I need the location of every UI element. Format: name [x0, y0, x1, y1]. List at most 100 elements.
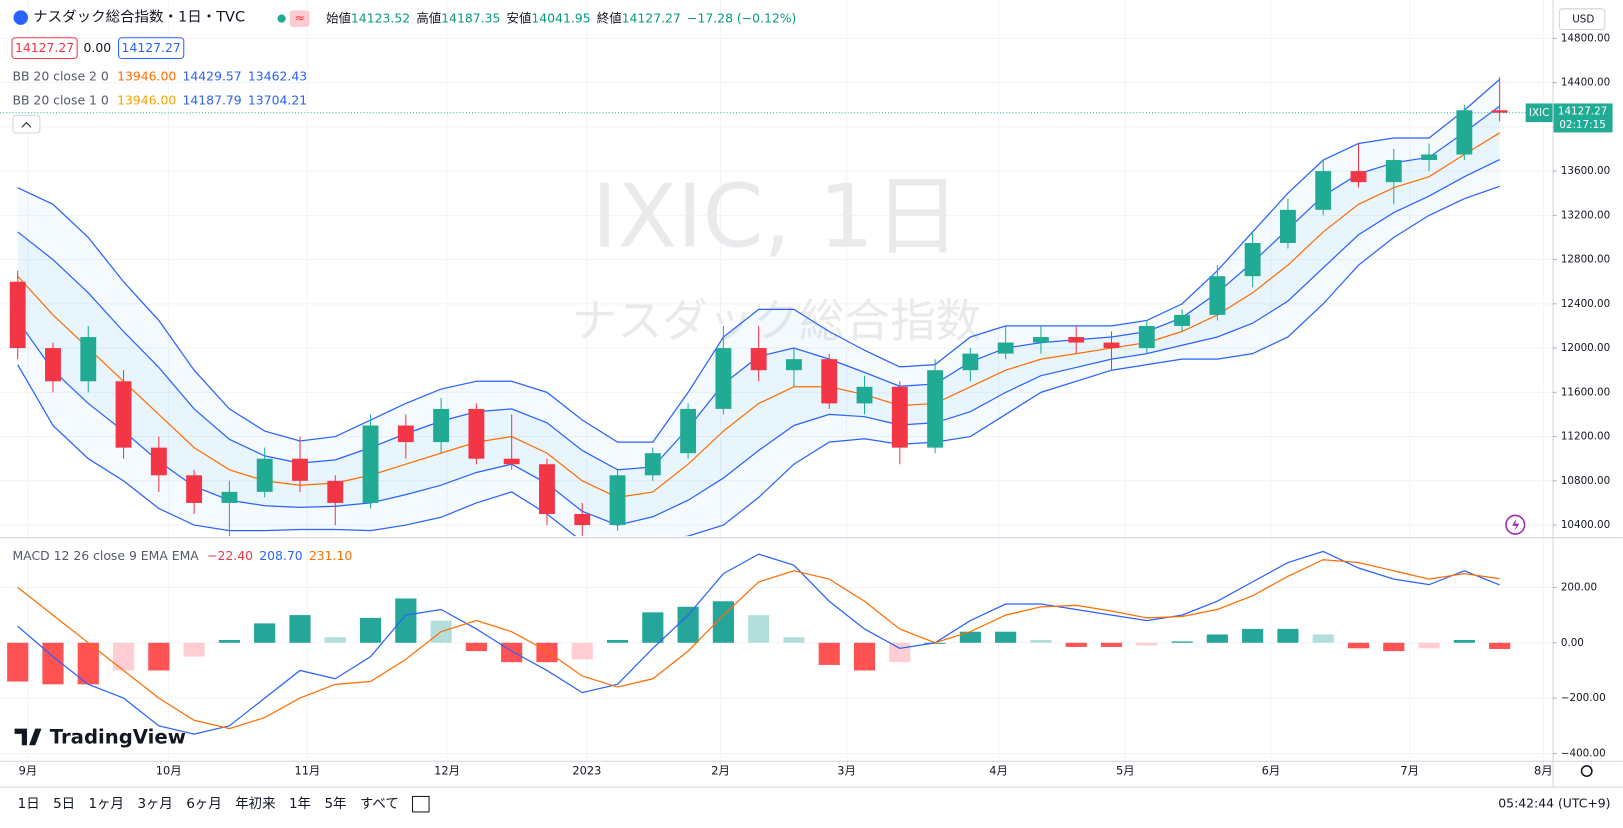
range-button[interactable]: 5日: [53, 797, 75, 812]
histogram-bar: [712, 601, 734, 643]
candle-body: [574, 514, 591, 526]
clock: 05:42:44 (UTC+9): [1498, 796, 1610, 811]
price-label-text: 14127.27: [1558, 106, 1607, 118]
histogram-bar: [536, 642, 558, 663]
bb-value: 13704.21: [248, 92, 307, 107]
histogram-bar: [395, 598, 417, 643]
symbol-tag: [1525, 103, 1553, 123]
candle-body: [1244, 242, 1261, 277]
badge[interactable]: ≈: [294, 10, 304, 25]
buy-box[interactable]: [118, 37, 185, 59]
histogram-bar: [1277, 628, 1299, 643]
histogram-bar: [148, 642, 170, 671]
bb-value: 13462.43: [248, 68, 307, 83]
macd-value: −22.40: [207, 547, 253, 562]
currency[interactable]: USD: [1572, 14, 1594, 26]
bb-name: BB 20 close 2 0: [12, 68, 108, 83]
x-tick-label: 11月: [294, 764, 320, 778]
candle-body: [1456, 110, 1473, 155]
countdown: 02:17:15: [1559, 119, 1605, 131]
histogram-bar: [1030, 640, 1052, 643]
histogram-bar: [783, 637, 805, 643]
ohlc-label: 終値: [597, 10, 622, 25]
settings-icon[interactable]: [1580, 765, 1593, 778]
x-tick-label: 8月: [1534, 764, 1553, 778]
histogram-bar: [995, 631, 1017, 643]
currency-box[interactable]: [1558, 8, 1606, 31]
candle-body: [891, 386, 908, 448]
badge-bg: [289, 10, 310, 27]
histogram-bar: [218, 640, 240, 643]
sell-box[interactable]: [11, 37, 78, 59]
candle-body: [433, 408, 450, 443]
candle-body: [1174, 314, 1191, 326]
histogram-bar: [748, 615, 770, 643]
candle-body: [786, 359, 802, 371]
histogram-bar: [324, 637, 346, 643]
y-tick-label: 13600.00: [1561, 165, 1610, 177]
y-tick-label: −400.00: [1561, 748, 1606, 760]
histogram-bar: [889, 642, 911, 663]
histogram-bar: [112, 642, 135, 671]
candle-body: [1385, 160, 1402, 183]
candle-body: [150, 447, 167, 476]
candle-body: [292, 458, 308, 481]
candle-body: [821, 359, 838, 404]
x-tick-label: 2023: [572, 764, 601, 778]
candle-body: [1279, 209, 1296, 243]
range-button[interactable]: すべて: [360, 796, 399, 812]
range-button[interactable]: 5年: [324, 796, 346, 812]
y-tick-label: 12800.00: [1561, 254, 1610, 266]
candle-body: [362, 425, 379, 503]
range-button[interactable]: 3ヶ月: [137, 797, 172, 812]
histogram-bar: [7, 642, 29, 682]
symbol-icon: [13, 10, 29, 25]
histogram-bar: [1453, 640, 1475, 643]
band-lower: [17, 159, 1500, 526]
candle-body: [962, 353, 979, 371]
event-bolt[interactable]: [1512, 518, 1520, 531]
bb-legend: BB 20 close 2 0 13946.00 14429.57 13462.43: [12, 68, 307, 83]
y-tick-label: 13200.00: [1561, 209, 1610, 221]
histogram-bar: [1383, 642, 1405, 652]
ohlc-value: 14123.52: [351, 10, 410, 25]
candle-body: [1350, 171, 1367, 183]
logo-mark: [14, 728, 42, 746]
histogram-bar: [571, 642, 593, 660]
macd-value: 231.10: [309, 547, 353, 562]
collapse-button[interactable]: [12, 114, 41, 134]
y-tick-label: 14800.00: [1561, 32, 1610, 44]
range-button[interactable]: 6ヶ月: [186, 797, 221, 812]
logo[interactable]: TradingView: [50, 725, 186, 748]
candle-body: [221, 491, 238, 503]
candle-body: [856, 386, 873, 404]
y-tick-label: 0.00: [1561, 637, 1584, 649]
x-tick-label: 3月: [837, 764, 856, 778]
collapse-icon[interactable]: [21, 121, 32, 128]
histogram-bar: [254, 623, 276, 643]
histogram-bar: [959, 631, 981, 643]
histogram-bar: [1206, 634, 1228, 643]
candle-body: [1209, 276, 1226, 315]
range-button[interactable]: 1日: [18, 797, 40, 812]
candle-body: [45, 348, 61, 382]
candle-body: [1033, 337, 1049, 343]
range-button[interactable]: 1年: [289, 796, 311, 812]
histogram-bar: [677, 606, 699, 643]
histogram-bar: [289, 615, 311, 643]
x-tick-label: 6月: [1262, 764, 1281, 778]
candle-body: [609, 475, 626, 526]
range-button[interactable]: 年初来: [235, 796, 275, 812]
macd-name: MACD 12 26 close 9 EMA EMA: [12, 547, 199, 562]
y-tick-label: 11600.00: [1561, 386, 1610, 398]
range-button[interactable]: 1ヶ月: [89, 797, 124, 812]
buy-price[interactable]: 14127.27: [122, 40, 181, 55]
calendar-icon[interactable]: [411, 795, 430, 813]
sell-price[interactable]: 14127.27: [15, 40, 74, 55]
x-tick-label: 4月: [989, 764, 1008, 778]
y-tick-label: 200.00: [1561, 581, 1597, 593]
candle-body: [256, 458, 273, 492]
candle-body: [1491, 110, 1508, 113]
x-tick-label: 7月: [1400, 764, 1419, 778]
